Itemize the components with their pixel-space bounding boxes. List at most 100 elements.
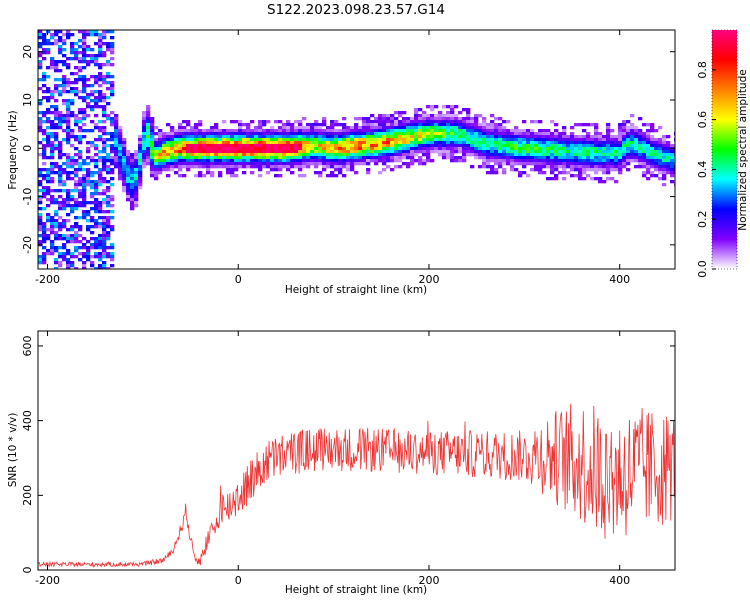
heatmap-cell (162, 141, 167, 145)
heatmap-cell (242, 171, 247, 175)
heatmap-cell (434, 120, 439, 124)
heatmap-cell (618, 153, 623, 157)
heatmap-cell (126, 177, 131, 181)
heatmap-cell (58, 207, 63, 211)
heatmap-cell (478, 132, 483, 136)
heatmap-cell (106, 234, 111, 238)
heatmap-cell (258, 126, 263, 130)
heatmap-cell (662, 144, 667, 148)
heatmap-cell (42, 177, 47, 181)
heatmap-cell (74, 255, 79, 259)
heatmap-cell (110, 123, 115, 127)
heatmap-cell (306, 153, 311, 157)
heatmap-cell (62, 153, 67, 157)
heatmap-cell (618, 135, 623, 139)
heatmap-cell (74, 249, 79, 253)
heatmap-cell (610, 156, 615, 160)
heatmap-cell (638, 147, 643, 151)
heatmap-cell (382, 159, 387, 163)
heatmap-cell (402, 117, 407, 121)
heatmap-cell (654, 174, 659, 178)
heatmap-cell (638, 150, 643, 154)
heatmap-cell (374, 123, 379, 127)
heatmap-cell (474, 147, 479, 151)
heatmap-cell (510, 141, 515, 145)
heatmap-cell (334, 165, 339, 169)
heatmap-cell (70, 102, 75, 106)
heatmap-cell (646, 123, 651, 127)
heatmap-cell (646, 144, 651, 148)
heatmap-cell (102, 129, 107, 133)
heatmap-cell (366, 159, 371, 163)
heatmap-cell (442, 141, 447, 145)
heatmap-cell (150, 141, 155, 145)
heatmap-cell (362, 138, 367, 142)
heatmap-cell (486, 165, 491, 169)
heatmap-cell (626, 129, 631, 133)
heatmap-cell (250, 138, 255, 142)
heatmap-cell (290, 162, 295, 166)
heatmap-cell (558, 138, 563, 142)
heatmap-cell (510, 138, 515, 142)
heatmap-cell (646, 141, 651, 145)
heatmap-cell (546, 141, 551, 145)
heatmap-cell (358, 156, 363, 160)
heatmap-cell (450, 159, 455, 163)
heatmap-cell (46, 237, 51, 241)
heatmap-cell (502, 147, 507, 151)
heatmap-cell (406, 147, 411, 151)
heatmap-cell (62, 117, 67, 121)
heatmap-cell (74, 186, 79, 190)
heatmap-cell (66, 237, 71, 241)
heatmap-cell (198, 153, 203, 157)
heatmap-cell (386, 135, 391, 139)
heatmap-cell (234, 120, 239, 124)
heatmap-cell (138, 162, 143, 166)
heatmap-cell (106, 216, 111, 220)
heatmap-cell (98, 39, 103, 43)
heatmap-cell (214, 126, 219, 130)
heatmap-cell (422, 114, 427, 118)
heatmap-cell (130, 171, 135, 175)
heatmap-cell (98, 120, 103, 124)
heatmap-cell (382, 120, 387, 124)
heatmap-cell (382, 117, 387, 121)
heatmap-cell (74, 216, 79, 220)
heatmap-cell (334, 174, 339, 178)
heatmap-cell (82, 114, 87, 118)
heatmap-cell (38, 45, 43, 49)
heatmap-cell (110, 198, 115, 202)
heatmap-cell (418, 159, 423, 163)
heatmap-cell (102, 159, 107, 163)
heatmap-cell (290, 165, 295, 169)
colorbar-gradient (712, 30, 737, 269)
heatmap-cell (402, 123, 407, 127)
heatmap-cell (278, 132, 283, 136)
heatmap-cell (142, 153, 147, 157)
heatmap-cell (594, 159, 599, 163)
heatmap-cell (50, 96, 55, 100)
heatmap-cell (214, 159, 219, 163)
heatmap-cell (58, 168, 63, 172)
heatmap-cell (338, 150, 343, 154)
heatmap-cell (298, 162, 303, 166)
heatmap-cell (262, 129, 267, 133)
heatmap-cell (362, 129, 367, 133)
heatmap-cell (562, 147, 567, 151)
heatmap-cell (382, 150, 387, 154)
heatmap-cell (498, 129, 503, 133)
heatmap-cell (154, 126, 159, 130)
heatmap-cell (106, 144, 111, 148)
heatmap-cell (606, 132, 611, 136)
heatmap-cell (294, 141, 299, 145)
heatmap-cell (322, 162, 327, 166)
heatmap-cell (38, 213, 43, 217)
heatmap-cell (218, 132, 223, 136)
heatmap-cell (426, 114, 431, 118)
heatmap-cell (74, 237, 79, 241)
heatmap-cell (470, 129, 475, 133)
heatmap-cell (330, 162, 335, 166)
heatmap-cell (254, 165, 259, 169)
heatmap-cell (38, 30, 43, 34)
heatmap-cell (86, 213, 91, 217)
